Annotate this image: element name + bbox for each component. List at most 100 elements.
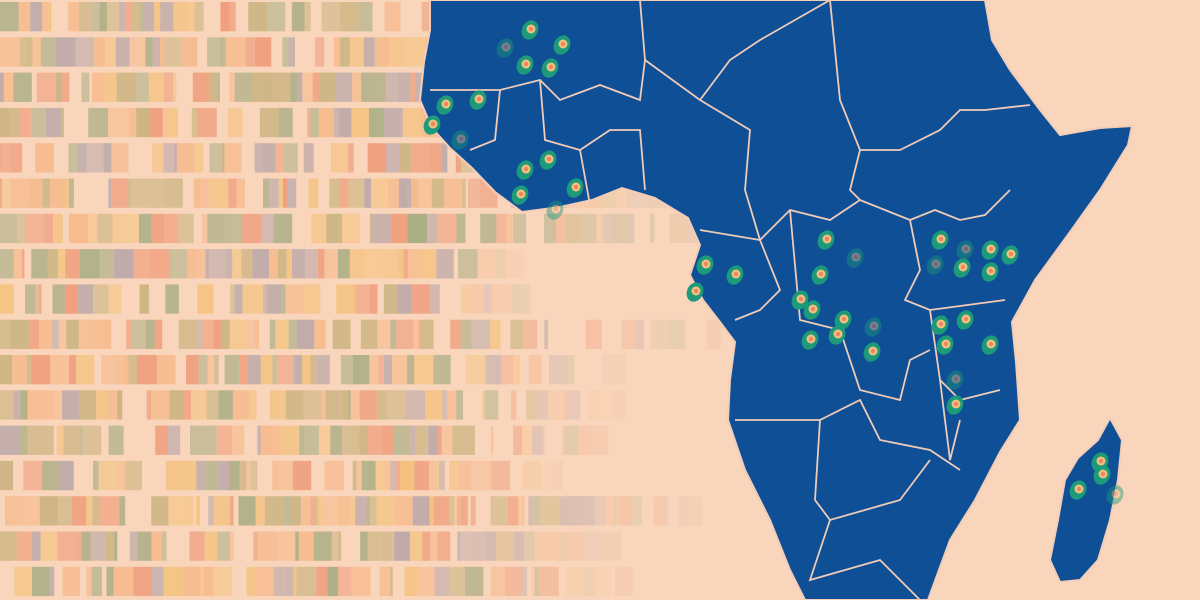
stripe bbox=[278, 178, 283, 208]
stripe bbox=[599, 390, 614, 420]
stripe bbox=[430, 284, 440, 314]
stripe bbox=[0, 355, 13, 385]
stripe bbox=[338, 531, 342, 561]
stripe bbox=[296, 566, 317, 597]
stripe bbox=[384, 460, 391, 491]
stripe bbox=[192, 72, 210, 102]
marker-body bbox=[451, 130, 469, 150]
stripe bbox=[424, 390, 443, 420]
stripe bbox=[290, 72, 298, 102]
stripe bbox=[495, 249, 506, 279]
marker-dot bbox=[818, 271, 824, 277]
stripe bbox=[229, 2, 236, 32]
stripe bbox=[449, 566, 465, 597]
stripe bbox=[480, 213, 497, 244]
stripe bbox=[613, 390, 626, 420]
stripe bbox=[477, 249, 496, 279]
marker-dot bbox=[528, 26, 534, 32]
stripe bbox=[279, 460, 293, 491]
marker bbox=[553, 35, 571, 55]
marker-dot bbox=[933, 261, 939, 267]
stripe bbox=[324, 249, 338, 279]
marker-dot bbox=[953, 401, 959, 407]
stripe bbox=[229, 460, 240, 491]
stripe bbox=[303, 390, 321, 420]
stripe bbox=[217, 460, 229, 491]
stripe bbox=[384, 107, 403, 138]
stripe bbox=[705, 319, 708, 349]
stripe bbox=[229, 72, 235, 102]
stripe bbox=[207, 37, 220, 67]
stripe bbox=[481, 390, 485, 420]
stripe bbox=[436, 460, 439, 491]
stripe bbox=[40, 37, 56, 67]
stripe bbox=[263, 143, 276, 173]
stripe bbox=[650, 213, 655, 244]
stripe bbox=[273, 213, 293, 244]
stripe bbox=[460, 284, 469, 314]
marker bbox=[817, 230, 835, 250]
marker bbox=[791, 290, 809, 310]
stripe bbox=[245, 37, 255, 67]
stripe bbox=[372, 213, 391, 244]
stripe bbox=[496, 213, 507, 244]
marker-ring bbox=[851, 252, 861, 262]
stripe bbox=[57, 531, 76, 561]
marker-dot bbox=[703, 261, 709, 267]
stripe bbox=[291, 2, 294, 32]
stripe bbox=[336, 284, 356, 314]
marker bbox=[696, 255, 714, 275]
stripe bbox=[417, 566, 435, 597]
stripe bbox=[361, 460, 367, 491]
stripe bbox=[125, 2, 132, 32]
marker-dot bbox=[693, 288, 699, 294]
stripe bbox=[68, 213, 89, 244]
stripe bbox=[291, 249, 305, 279]
stripe bbox=[117, 390, 123, 420]
stripe bbox=[92, 72, 106, 102]
stripe bbox=[246, 566, 256, 597]
stripe bbox=[349, 496, 356, 526]
stripe bbox=[484, 390, 499, 420]
stripe bbox=[91, 2, 100, 32]
stripe bbox=[404, 566, 418, 597]
stripe bbox=[139, 2, 145, 32]
marker bbox=[846, 248, 864, 268]
stripe bbox=[490, 319, 501, 349]
stripe bbox=[229, 319, 246, 349]
stripe bbox=[35, 284, 39, 314]
stripe bbox=[601, 355, 611, 385]
marker bbox=[956, 240, 974, 260]
stripe bbox=[177, 460, 197, 491]
stripe bbox=[136, 107, 150, 138]
stripe bbox=[254, 37, 272, 67]
stripe bbox=[252, 72, 260, 102]
stripe bbox=[437, 425, 442, 455]
stripe bbox=[31, 531, 41, 561]
stripe bbox=[589, 425, 598, 455]
stripe bbox=[36, 72, 56, 102]
stripe bbox=[139, 213, 152, 244]
stripe bbox=[534, 531, 546, 561]
stripe bbox=[152, 37, 160, 67]
stripe bbox=[106, 531, 114, 561]
stripe bbox=[267, 284, 283, 314]
stripe bbox=[173, 2, 189, 32]
stripe bbox=[490, 425, 494, 455]
stripe bbox=[351, 107, 369, 138]
marker-ring bbox=[456, 134, 466, 144]
stripe bbox=[27, 390, 45, 420]
border bbox=[699, 229, 782, 321]
stripe bbox=[303, 143, 314, 173]
stripe bbox=[168, 496, 183, 526]
stripe bbox=[531, 496, 541, 526]
stripe bbox=[99, 249, 115, 279]
stripe bbox=[332, 319, 351, 349]
stripe bbox=[348, 143, 354, 173]
marker bbox=[801, 330, 819, 350]
stripe bbox=[119, 496, 126, 526]
marker bbox=[1069, 480, 1087, 500]
stripe bbox=[62, 72, 70, 102]
stripe bbox=[20, 390, 28, 420]
stripe bbox=[97, 213, 113, 244]
